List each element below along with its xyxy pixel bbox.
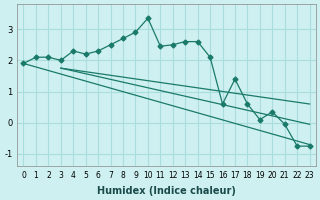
X-axis label: Humidex (Indice chaleur): Humidex (Indice chaleur) <box>97 186 236 196</box>
